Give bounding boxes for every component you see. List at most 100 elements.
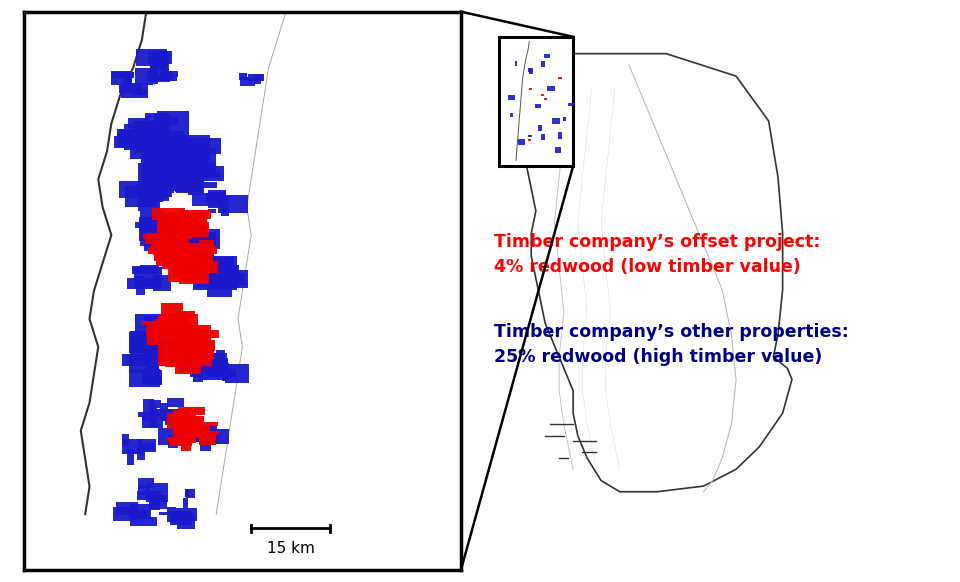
- Bar: [155, 320, 174, 332]
- Bar: [186, 250, 202, 258]
- Bar: [167, 216, 194, 230]
- Bar: [169, 243, 191, 259]
- Bar: [164, 134, 210, 161]
- Bar: [199, 434, 216, 445]
- Bar: [156, 111, 189, 138]
- Bar: [183, 498, 187, 508]
- Bar: [196, 243, 201, 255]
- Bar: [167, 413, 179, 429]
- Bar: [143, 234, 168, 239]
- Bar: [128, 119, 148, 128]
- Bar: [186, 212, 194, 217]
- Bar: [193, 431, 213, 438]
- Bar: [188, 176, 204, 194]
- Bar: [129, 332, 165, 353]
- Bar: [166, 232, 185, 244]
- Bar: [222, 202, 228, 216]
- Bar: [134, 68, 153, 85]
- Bar: [145, 233, 169, 244]
- Bar: [529, 88, 532, 90]
- Bar: [182, 430, 188, 436]
- Bar: [198, 244, 214, 267]
- Bar: [147, 71, 170, 82]
- Bar: [166, 344, 181, 360]
- Bar: [192, 193, 223, 206]
- Bar: [173, 420, 179, 424]
- Bar: [169, 314, 198, 332]
- Bar: [528, 135, 533, 137]
- Bar: [156, 337, 174, 350]
- Bar: [167, 237, 187, 255]
- Bar: [143, 399, 154, 421]
- Bar: [142, 321, 174, 325]
- Bar: [197, 352, 205, 371]
- Bar: [165, 357, 188, 367]
- Bar: [181, 436, 191, 451]
- Bar: [149, 182, 174, 188]
- Bar: [175, 235, 193, 261]
- Bar: [140, 331, 171, 349]
- Bar: [177, 416, 202, 432]
- Bar: [194, 425, 217, 432]
- Bar: [202, 374, 228, 380]
- Bar: [146, 484, 155, 488]
- Bar: [547, 86, 555, 91]
- Bar: [115, 502, 138, 515]
- Bar: [131, 503, 151, 519]
- Bar: [173, 343, 184, 357]
- Bar: [205, 361, 227, 371]
- Bar: [250, 78, 253, 81]
- Bar: [184, 424, 190, 431]
- Bar: [148, 51, 173, 64]
- Bar: [179, 334, 194, 339]
- Bar: [177, 410, 196, 423]
- Bar: [191, 183, 201, 191]
- Bar: [164, 347, 181, 359]
- Bar: [138, 335, 153, 347]
- Bar: [508, 95, 516, 100]
- Bar: [158, 357, 177, 366]
- Bar: [118, 181, 143, 198]
- Bar: [163, 233, 170, 239]
- Bar: [176, 237, 185, 242]
- Bar: [154, 114, 171, 137]
- Text: Timber company’s other properties:
25% redwood (high timber value): Timber company’s other properties: 25% r…: [494, 323, 849, 366]
- Bar: [167, 236, 188, 246]
- Bar: [180, 420, 203, 425]
- Bar: [156, 324, 179, 332]
- Bar: [165, 410, 188, 425]
- Bar: [124, 123, 163, 150]
- Bar: [222, 363, 228, 381]
- Bar: [151, 494, 160, 510]
- Bar: [217, 272, 233, 283]
- Bar: [186, 425, 209, 438]
- Bar: [148, 375, 162, 385]
- Bar: [140, 211, 165, 235]
- Bar: [168, 263, 195, 282]
- Bar: [148, 365, 158, 376]
- Bar: [541, 94, 544, 96]
- Bar: [111, 72, 134, 77]
- Bar: [125, 186, 158, 207]
- Bar: [186, 261, 218, 273]
- Bar: [164, 166, 204, 179]
- Bar: [209, 265, 228, 274]
- Bar: [180, 222, 209, 237]
- Bar: [193, 262, 228, 282]
- Bar: [208, 210, 216, 213]
- Bar: [528, 68, 531, 72]
- Bar: [535, 104, 540, 108]
- Bar: [165, 226, 199, 249]
- Bar: [167, 507, 176, 522]
- Bar: [206, 197, 228, 201]
- Bar: [193, 363, 204, 382]
- Bar: [179, 264, 209, 284]
- Bar: [149, 175, 185, 185]
- Bar: [175, 328, 200, 348]
- Bar: [204, 353, 221, 373]
- Bar: [179, 352, 207, 372]
- Bar: [188, 417, 201, 422]
- Bar: [140, 265, 158, 274]
- Bar: [141, 164, 191, 180]
- Bar: [188, 337, 199, 351]
